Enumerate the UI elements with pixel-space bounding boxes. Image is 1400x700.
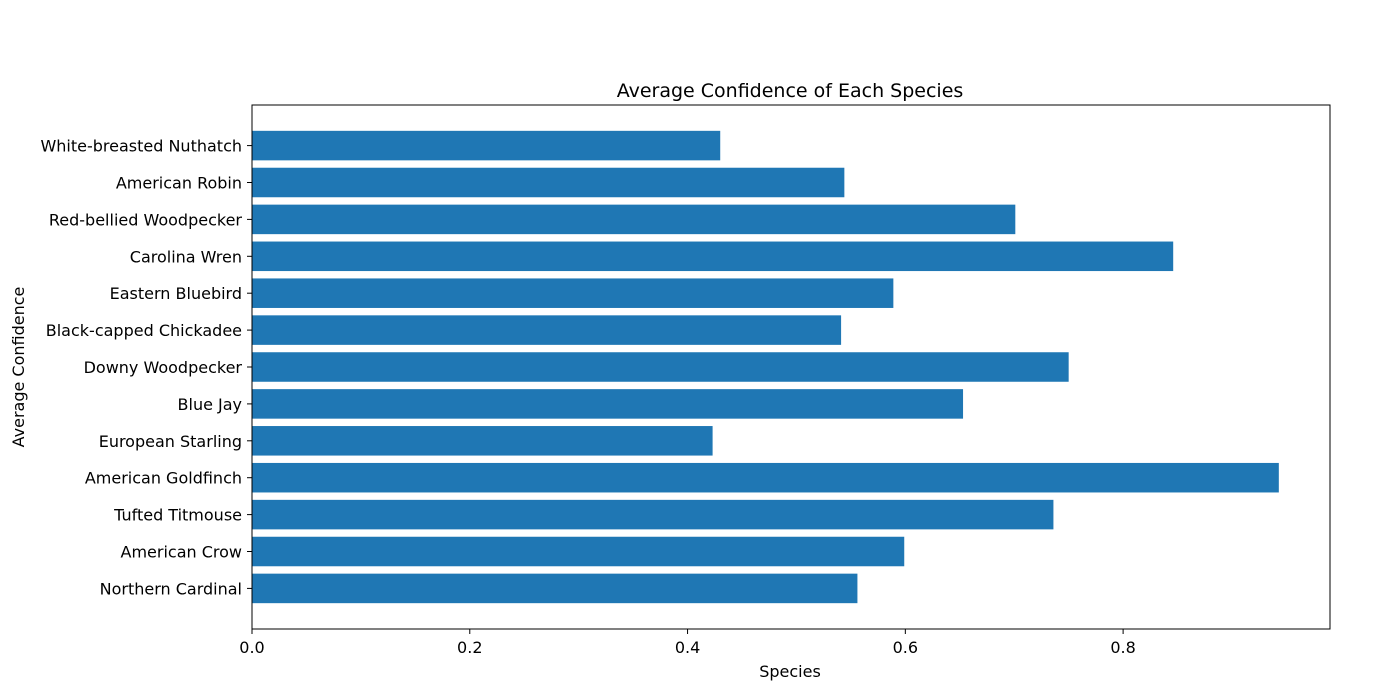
bar	[252, 130, 721, 161]
y-tick-label: American Robin	[116, 173, 242, 192]
y-tick-label: Downy Woodpecker	[84, 358, 243, 377]
y-tick-label: Northern Cardinal	[100, 579, 242, 598]
y-tick-label: Tufted Titmouse	[113, 506, 242, 525]
bar	[252, 426, 713, 456]
y-tick-label: European Starling	[99, 432, 242, 451]
y-tick-label: Red-bellied Woodpecker	[49, 210, 243, 229]
y-tick-label: White-breasted Nuthatch	[40, 137, 242, 156]
bar	[252, 204, 1016, 235]
bar	[252, 573, 858, 604]
y-axis-label: Average Confidence	[9, 287, 28, 448]
x-axis: 0.0 0.2 0.4 0.6 0.8	[239, 629, 1136, 657]
bar	[252, 241, 1174, 272]
y-tick-label: American Crow	[121, 543, 243, 562]
x-tick-label: 0.0	[239, 638, 264, 657]
bar	[252, 167, 845, 198]
bar	[252, 389, 964, 419]
x-tick-label: 0.2	[457, 638, 482, 657]
bar	[252, 536, 905, 567]
y-tick-label: Carolina Wren	[130, 247, 242, 266]
x-tick-label: 0.6	[893, 638, 918, 657]
y-tick-label: Black-capped Chickadee	[46, 321, 242, 340]
y-tick-label: American Goldfinch	[85, 469, 242, 488]
bar	[252, 352, 1069, 382]
y-tick-label: Eastern Bluebird	[110, 284, 242, 303]
bar	[252, 315, 842, 345]
bar	[252, 462, 1279, 493]
bar	[252, 278, 894, 308]
x-tick-label: 0.4	[675, 638, 700, 657]
bars-layer	[252, 130, 1279, 604]
chart-title: Average Confidence of Each Species	[617, 80, 964, 102]
y-axis: Northern Cardinal American Crow Tufted Tit…	[40, 137, 252, 598]
x-axis-label: Species	[759, 662, 821, 681]
bar	[252, 499, 1054, 530]
x-tick-label: 0.8	[1110, 638, 1135, 657]
y-tick-label: Blue Jay	[178, 395, 242, 414]
